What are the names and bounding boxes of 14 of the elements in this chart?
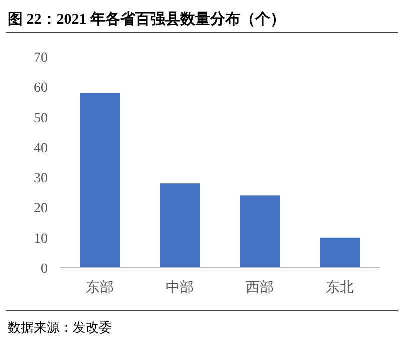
x-tick-label: 东北 xyxy=(326,280,354,296)
y-tick-label: 40 xyxy=(34,141,48,156)
source-note: 数据来源：发改委 xyxy=(8,320,112,335)
y-tick-label: 0 xyxy=(41,262,48,277)
y-tick-label: 30 xyxy=(34,172,48,187)
y-tick-label: 70 xyxy=(34,51,48,66)
y-tick-label: 10 xyxy=(34,232,48,247)
y-tick-label: 60 xyxy=(34,81,48,96)
chart-title: 图 22：2021 年各省百强县数量分布（个） xyxy=(8,11,286,28)
y-tick-label: 20 xyxy=(34,202,48,217)
x-tick-label: 东部 xyxy=(86,280,114,296)
y-tick-label: 50 xyxy=(34,111,48,126)
x-tick-label: 中部 xyxy=(166,280,194,296)
x-tick-label: 西部 xyxy=(246,280,274,296)
